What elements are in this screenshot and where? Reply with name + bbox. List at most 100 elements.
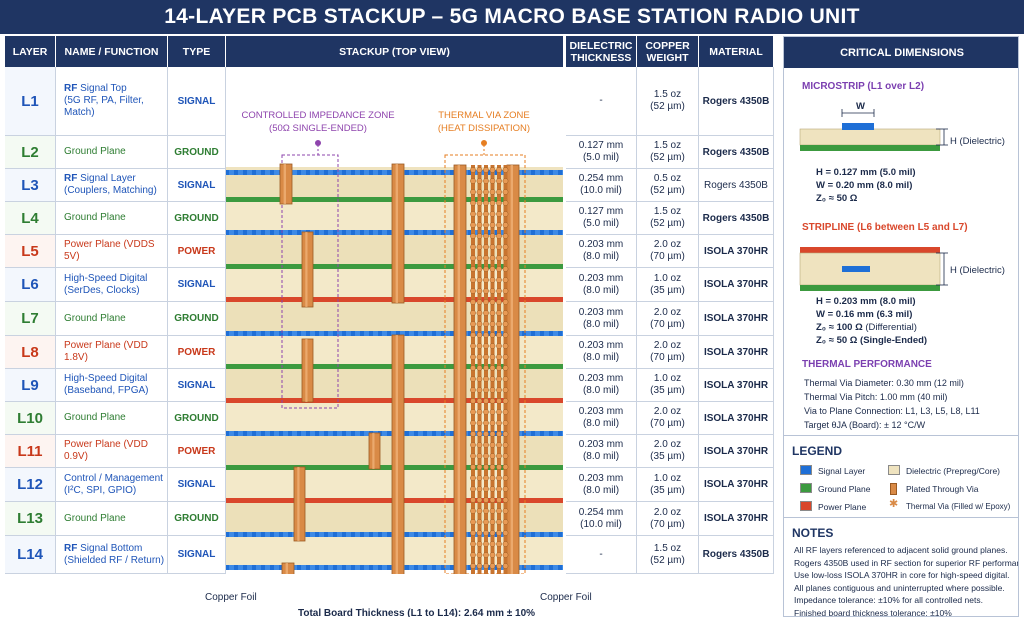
trace-segment <box>238 565 243 570</box>
thermal-via-fill <box>496 409 502 415</box>
trace-segment <box>337 331 342 336</box>
dielectric-mil: (8.0 mil) <box>582 418 620 429</box>
thermal-via-fill <box>489 563 496 569</box>
thermal-via-fill <box>483 420 489 426</box>
trace-segment <box>346 532 351 537</box>
stackup-svg: CONTROLLED IMPEDANCE ZONE (50Ω SINGLE-END… <box>226 110 563 574</box>
trace-segment <box>409 565 414 570</box>
layer-type: GROUND <box>168 302 226 336</box>
thermal-via-fill <box>489 442 496 448</box>
thermal-via-fill <box>489 332 496 338</box>
thermal-via-fill <box>489 552 496 558</box>
thermal-via-fill <box>496 475 502 481</box>
impedance-zone-subtitle: (50Ω SINGLE-ENDED) <box>269 123 367 134</box>
trace-segment <box>229 532 234 537</box>
stripline-diagram <box>799 247 948 291</box>
thermal-via-fill <box>476 497 483 503</box>
thermal-via-fill <box>470 453 476 459</box>
trace-segment <box>391 331 396 336</box>
thermal-via-fill <box>483 508 489 514</box>
thermal-via-fill <box>489 475 496 481</box>
stripline-h-label: H (Dielectric) <box>950 265 1005 276</box>
trace-segment <box>283 532 288 537</box>
thermal-via-fill <box>496 266 502 272</box>
layer-dielectric: 0.203 mm (8.0 mil) <box>566 235 637 268</box>
thermal-via-fill <box>496 343 502 349</box>
dielectric-mil: (8.0 mil) <box>582 251 620 262</box>
stripline-z0-se: Z₀ ≈ 50 Ω (Single-Ended) <box>816 335 928 346</box>
thermal-via-fill <box>489 299 496 305</box>
thermal-via-fill <box>496 563 502 569</box>
thermal-via-fill <box>476 211 483 217</box>
thermal-via-fill <box>483 189 489 195</box>
thermal-via-fill <box>502 277 509 283</box>
thermal-via-fill <box>502 486 509 492</box>
trace-segment <box>301 431 306 436</box>
thermal-via-fill <box>496 211 502 217</box>
trace-segment <box>355 230 360 235</box>
thermal-via-fill <box>476 442 483 448</box>
thermal-via-fill <box>470 255 476 261</box>
layer-material: Rogers 4350B <box>699 136 774 169</box>
thermal-via-fill <box>476 486 483 492</box>
trace-segment <box>265 331 270 336</box>
thermal-via-fill <box>489 200 496 206</box>
layer-dielectric: 0.127 mm (5.0 mil) <box>566 136 637 169</box>
header-type: TYPE <box>168 36 225 67</box>
thermal-via-fill <box>489 277 496 283</box>
dielectric-mil: (8.0 mil) <box>582 451 620 462</box>
trace-segment <box>517 170 522 175</box>
thermal-via-fill <box>489 310 496 316</box>
microstrip-diagram <box>799 109 948 151</box>
layer-material: Rogers 4350B <box>699 67 774 136</box>
dielectric-mil: (10.0 mil) <box>580 185 622 196</box>
trace-segment <box>292 331 297 336</box>
stripline-h-value: H = 0.203 mm (8.0 mil) <box>816 296 916 307</box>
thermal-via-fill <box>483 486 489 492</box>
trace-segment <box>562 431 563 436</box>
layer-type: POWER <box>168 235 226 268</box>
thermal-via-fill <box>489 167 496 173</box>
thermal-via-fill <box>470 376 476 382</box>
layer-name: RF Signal Layer (Couplers, Matching) <box>56 169 168 202</box>
trace-segment <box>238 170 243 175</box>
thermal-via-fill <box>476 189 483 195</box>
trace-segment <box>247 532 252 537</box>
dielectric-mil: (8.0 mil) <box>582 484 620 496</box>
thermal-via-fill <box>496 299 502 305</box>
thermal-via-fill <box>470 332 476 338</box>
trace-segment <box>445 170 450 175</box>
thermal-via-fill <box>489 189 496 195</box>
thermal-via-fill <box>502 398 509 404</box>
layer-name-detail: (5G RF, PA, Filter, Match) <box>64 95 144 118</box>
trace-segment <box>382 431 387 436</box>
thermal-via-fill <box>483 343 489 349</box>
thermal-zone-title: THERMAL VIA ZONE <box>438 110 530 121</box>
trace-segment <box>526 331 531 336</box>
layer-material: ISOLA 370HR <box>699 468 774 502</box>
trace-segment <box>337 532 342 537</box>
trace-segment <box>364 431 369 436</box>
trace-segment <box>499 565 504 570</box>
layer-name-text: Signal Bottom <box>80 542 143 554</box>
thermal-via-fill <box>502 266 509 272</box>
thermal-via-fill <box>489 365 496 371</box>
thermal-via-fill <box>483 365 489 371</box>
trace-segment <box>265 230 270 235</box>
thermal-via-fill <box>483 222 489 228</box>
thermal-via-fill <box>470 475 476 481</box>
thermal-via-fill <box>470 288 476 294</box>
trace-segment <box>310 331 315 336</box>
trace-segment <box>418 431 423 436</box>
thermal-via-fill <box>476 365 483 371</box>
trace-segment <box>355 331 360 336</box>
thermal-via-icon: ✱ <box>889 498 899 510</box>
thermal-via-fill <box>489 354 496 360</box>
thermal-via-fill <box>476 530 483 536</box>
trace-segment <box>427 565 432 570</box>
layer-name-text: Power Plane (VDDS 5V) <box>64 239 155 262</box>
microstrip-title: MICROSTRIP (L1 over L2) <box>802 81 925 92</box>
thermal-via-fill <box>476 288 483 294</box>
layer-copper: 1.5 oz (52 µm) <box>637 536 699 574</box>
trace-segment <box>418 532 423 537</box>
